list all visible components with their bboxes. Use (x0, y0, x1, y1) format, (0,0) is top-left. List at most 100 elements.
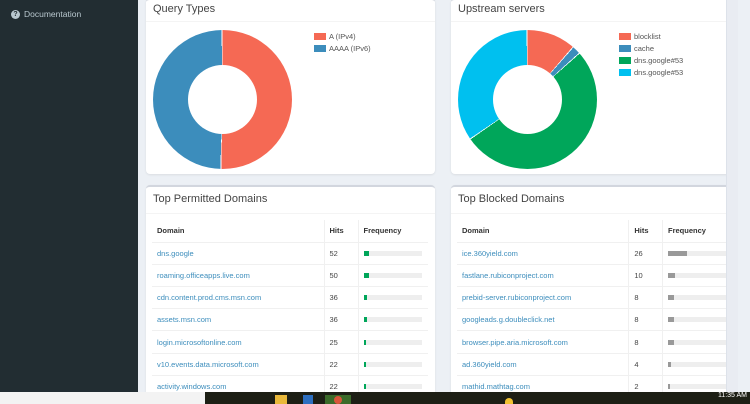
frequency-bar (668, 295, 726, 301)
table-row: dns.google 52 (152, 242, 428, 265)
legend-label: dns.google#53 (634, 67, 684, 77)
frequency-cell (358, 330, 428, 354)
table-row: googleads.g.doubleclick.net 8 (457, 308, 731, 332)
panel-title: Top Blocked Domains (451, 187, 736, 214)
frequency-bar (668, 361, 726, 367)
frequency-cell (358, 264, 428, 288)
table-row: browser.pipe.aria.microsoft.com 8 (457, 330, 731, 354)
legend-item[interactable]: A (IPv4) (314, 30, 371, 42)
hits-value: 4 (628, 353, 663, 376)
legend-swatch (619, 56, 631, 64)
legend-label: AAAA (IPv6) (329, 43, 371, 53)
domain-link[interactable]: ice.360yield.com (457, 242, 630, 265)
domain-link[interactable]: login.microsoftonline.com (152, 330, 325, 354)
hits-value: 8 (628, 330, 663, 354)
frequency-cell (358, 308, 428, 332)
domain-link[interactable]: prebid-server.rubiconproject.com (457, 286, 630, 310)
main-content: Query Types A (IPv4) AAAA (IPv6) Upstream… (138, 0, 738, 400)
legend-item[interactable]: cache (619, 42, 683, 54)
top-permitted-domains-panel: Top Permitted Domains Domain Hits Freque… (146, 185, 435, 400)
chrome-icon[interactable] (325, 395, 351, 404)
frequency-cell (662, 330, 731, 354)
hits-value: 10 (628, 264, 663, 288)
sidebar-item-label: Documentation (24, 9, 82, 19)
blocked-domains-table: Domain Hits Frequency ice.360yield.com 26… (457, 220, 731, 399)
hits-value: 8 (628, 308, 663, 332)
taskbar-search-area[interactable] (0, 392, 205, 404)
app-icon[interactable] (505, 398, 513, 404)
legend-label: A (IPv4) (329, 31, 356, 41)
upstream-servers-legend: blocklist cache dns.google#53 dns.google#53 (619, 30, 683, 78)
frequency-cell (662, 264, 731, 288)
domain-link[interactable]: cdn.content.prod.cms.msn.com (152, 286, 325, 310)
frequency-bar (363, 272, 422, 278)
frequency-bar (668, 339, 726, 345)
legend-item[interactable]: dns.google#53 (619, 66, 683, 78)
legend-item[interactable]: dns.google#53 (619, 54, 683, 66)
legend-swatch (619, 32, 631, 40)
outlook-icon[interactable] (303, 395, 313, 404)
legend-item[interactable]: AAAA (IPv6) (314, 42, 371, 54)
frequency-cell (662, 353, 731, 376)
domain-link[interactable]: googleads.g.doubleclick.net (457, 308, 630, 332)
panel-title: Query Types (146, 0, 435, 22)
domain-link[interactable]: ad.360yield.com (457, 353, 630, 376)
col-hits[interactable]: Hits (324, 220, 359, 243)
frequency-bar (363, 295, 422, 301)
frequency-bar (363, 383, 422, 389)
legend-swatch (314, 44, 326, 52)
permitted-domains-table: Domain Hits Frequency dns.google 52 roamin… (152, 220, 428, 399)
top-blocked-domains-panel: Top Blocked Domains Domain Hits Frequenc… (451, 185, 736, 400)
taskbar-clock[interactable]: 11:35 AM (717, 392, 747, 399)
frequency-bar (668, 272, 726, 278)
hits-value: 52 (324, 242, 359, 265)
domain-link[interactable]: v10.events.data.microsoft.com (152, 353, 325, 376)
table-row: prebid-server.rubiconproject.com 8 (457, 286, 731, 310)
col-hits[interactable]: Hits (628, 220, 663, 243)
col-domain[interactable]: Domain (152, 220, 325, 243)
upstream-servers-donut[interactable] (458, 30, 597, 169)
hits-value: 8 (628, 286, 663, 310)
hits-value: 26 (628, 242, 663, 265)
query-types-panel: Query Types A (IPv4) AAAA (IPv6) (146, 0, 435, 174)
legend-item[interactable]: blocklist (619, 30, 683, 42)
col-frequency[interactable]: Frequency (358, 220, 428, 243)
legend-swatch (619, 44, 631, 52)
frequency-cell (662, 286, 731, 310)
panel-title: Top Permitted Domains (146, 187, 435, 214)
frequency-bar (363, 361, 422, 367)
query-types-donut[interactable] (153, 30, 292, 169)
col-frequency[interactable]: Frequency (662, 220, 731, 243)
table-row: assets.msn.com 36 (152, 308, 428, 332)
vertical-scrollbar[interactable] (726, 0, 738, 392)
file-explorer-icon[interactable] (275, 395, 287, 404)
table-row: roaming.officeapps.live.com 50 (152, 264, 428, 288)
hits-value: 22 (324, 353, 359, 376)
domain-link[interactable]: roaming.officeapps.live.com (152, 264, 325, 288)
hits-value: 36 (324, 286, 359, 310)
frequency-bar (668, 383, 726, 389)
table-row: ice.360yield.com 26 (457, 242, 731, 265)
domain-link[interactable]: dns.google (152, 242, 325, 265)
frequency-bar (668, 250, 726, 256)
table-row: ad.360yield.com 4 (457, 353, 731, 376)
hits-value: 36 (324, 308, 359, 332)
col-domain[interactable]: Domain (457, 220, 630, 243)
question-circle-icon: ? (11, 9, 20, 19)
panel-title: Upstream servers (451, 0, 736, 22)
hits-value: 50 (324, 264, 359, 288)
domain-link[interactable]: browser.pipe.aria.microsoft.com (457, 330, 630, 354)
table-row: fastlane.rubiconproject.com 10 (457, 264, 731, 288)
frequency-bar (363, 250, 422, 256)
table-row: cdn.content.prod.cms.msn.com 36 (152, 286, 428, 310)
frequency-bar (668, 317, 726, 323)
domain-link[interactable]: fastlane.rubiconproject.com (457, 264, 630, 288)
frequency-cell (358, 286, 428, 310)
legend-label: cache (634, 43, 655, 53)
legend-label: blocklist (634, 31, 661, 41)
frequency-bar (363, 317, 422, 323)
table-row: login.microsoftonline.com 25 (152, 330, 428, 354)
hits-value: 25 (324, 330, 359, 354)
domain-link[interactable]: assets.msn.com (152, 308, 325, 332)
sidebar-item-documentation[interactable]: ? Documentation (0, 0, 138, 19)
